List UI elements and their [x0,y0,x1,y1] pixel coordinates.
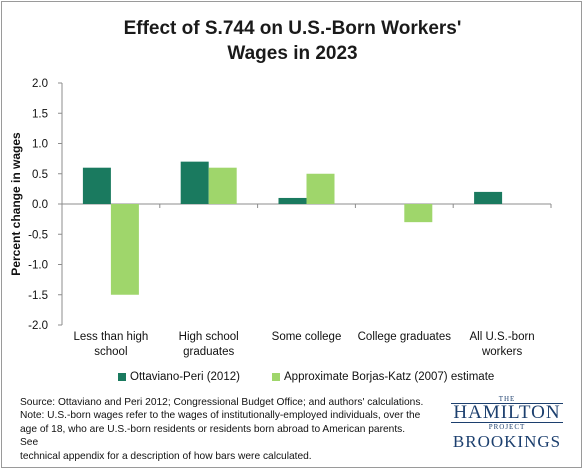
legend-swatch-borjas-katz [272,373,280,381]
bar-borjas-katz [208,167,237,204]
y-tick-label: -1.0 [28,260,48,272]
chart-title: Effect of S.744 on U.S.-Born Workers' Wa… [0,16,585,66]
x-tick-label: school [94,346,127,358]
hamilton-logo-the: THE [498,395,516,403]
legend-label-borjas-katz: Approximate Borjas-Katz (2007) estimate [284,371,495,383]
x-tick-label: All U.S.-born [470,331,535,343]
bar-borjas-katz [306,173,335,204]
bar-ottaviano-peri [82,167,111,204]
source-line: Source: Ottaviano and Peri 2012; Congres… [20,397,424,408]
chart-title-line-2: Wages in 2023 [227,43,358,64]
hamilton-logo-project: PROJECT [488,423,526,431]
y-tick-label: 1.0 [32,139,48,151]
x-tick-label: High school [179,331,239,343]
x-tick-label: graduates [183,346,234,358]
y-tick-label: 0.5 [32,169,48,181]
x-tick-label: College graduates [358,331,452,343]
y-tick-label: 0.0 [32,199,48,211]
hamilton-project-logo: THE HAMILTON PROJECT [447,395,567,431]
source-notes: Source: Ottaviano and Peri 2012; Congres… [20,396,425,463]
y-axis-label: Percent change in wages [9,132,23,276]
note-line-2: age of 18, who are U.S.-born residents o… [20,423,406,449]
y-tick-label: 2.0 [32,78,48,90]
legend-swatch-ottaviano-peri [118,373,126,381]
legend-item-ottaviano-peri: Ottaviano-Peri (2012) [118,371,240,383]
bar-ottaviano-peri [474,191,503,204]
note-line-3: technical appendix for a description of … [20,450,312,462]
bar-ottaviano-peri [180,161,209,204]
legend-item-borjas-katz: Approximate Borjas-Katz (2007) estimate [272,371,494,383]
hamilton-logo-name: HAMILTON [451,402,563,423]
y-tick-label: 1.5 [32,108,48,120]
chart-title-line-1: Effect of S.744 on U.S.-Born Workers' [123,18,462,39]
x-tick-label: workers [481,346,523,358]
y-tick-label: -0.5 [28,229,48,241]
y-tick-label: -2.0 [28,320,48,332]
bar-ottaviano-peri [278,197,307,204]
brookings-logo: BROOKINGS [452,432,562,451]
legend-label-ottaviano-peri: Ottaviano-Peri (2012) [130,371,240,383]
bar-borjas-katz [404,204,433,223]
x-tick-label: Some college [272,331,342,343]
bar-borjas-katz [110,204,139,295]
y-tick-label: -1.5 [28,290,48,302]
legend: Ottaviano-Peri (2012) Approximate Borjas… [0,371,585,387]
x-tick-label: Less than high [73,331,148,343]
note-line-1: Note: U.S.-born wages refer to the wages… [20,410,421,422]
